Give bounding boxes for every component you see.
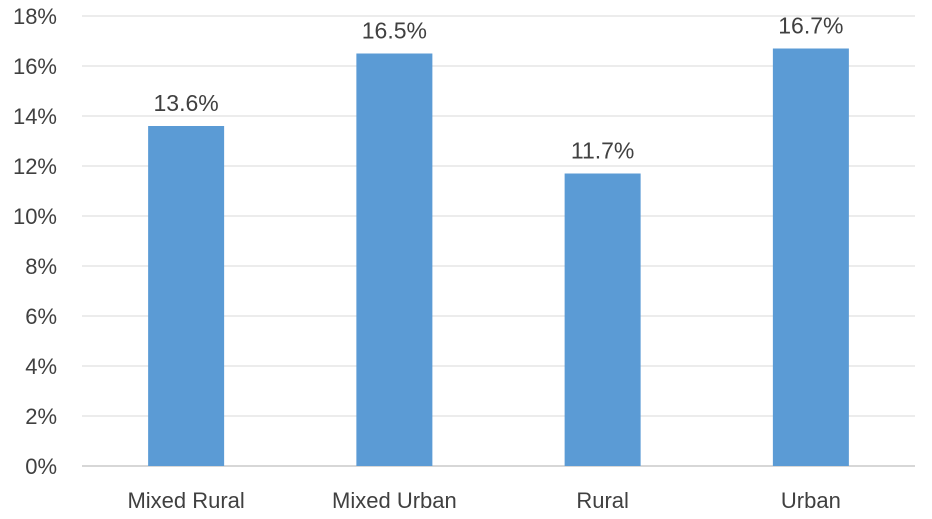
data-label: 16.5% xyxy=(362,18,427,44)
bar xyxy=(356,53,433,466)
x-category-label: Urban xyxy=(781,488,841,513)
bars xyxy=(148,48,849,466)
y-axis-tick-labels: 0% 2% 4% 6% 8% 10% 12% 14% 16% 18% xyxy=(13,4,57,479)
y-tick-label: 2% xyxy=(25,404,57,429)
y-tick-label: 18% xyxy=(13,4,57,29)
y-tick-label: 8% xyxy=(25,254,57,279)
y-tick-label: 0% xyxy=(25,454,57,479)
y-tick-label: 16% xyxy=(13,54,57,79)
y-tick-label: 4% xyxy=(25,354,57,379)
x-axis-category-labels: Mixed Rural Mixed Urban Rural Urban xyxy=(127,488,840,513)
y-tick-label: 14% xyxy=(13,104,57,129)
bar xyxy=(772,48,849,466)
data-label: 16.7% xyxy=(778,13,843,39)
bar xyxy=(148,126,225,466)
y-tick-label: 6% xyxy=(25,304,57,329)
data-label: 13.6% xyxy=(154,90,219,116)
bar xyxy=(564,173,641,466)
x-category-label: Rural xyxy=(576,488,629,513)
y-tick-label: 10% xyxy=(13,204,57,229)
data-labels: 13.6% 16.5% 11.7% 16.7% xyxy=(154,13,844,164)
x-category-label: Mixed Rural xyxy=(127,488,244,513)
x-category-label: Mixed Urban xyxy=(332,488,457,513)
y-tick-label: 12% xyxy=(13,154,57,179)
data-label: 11.7% xyxy=(571,138,635,164)
